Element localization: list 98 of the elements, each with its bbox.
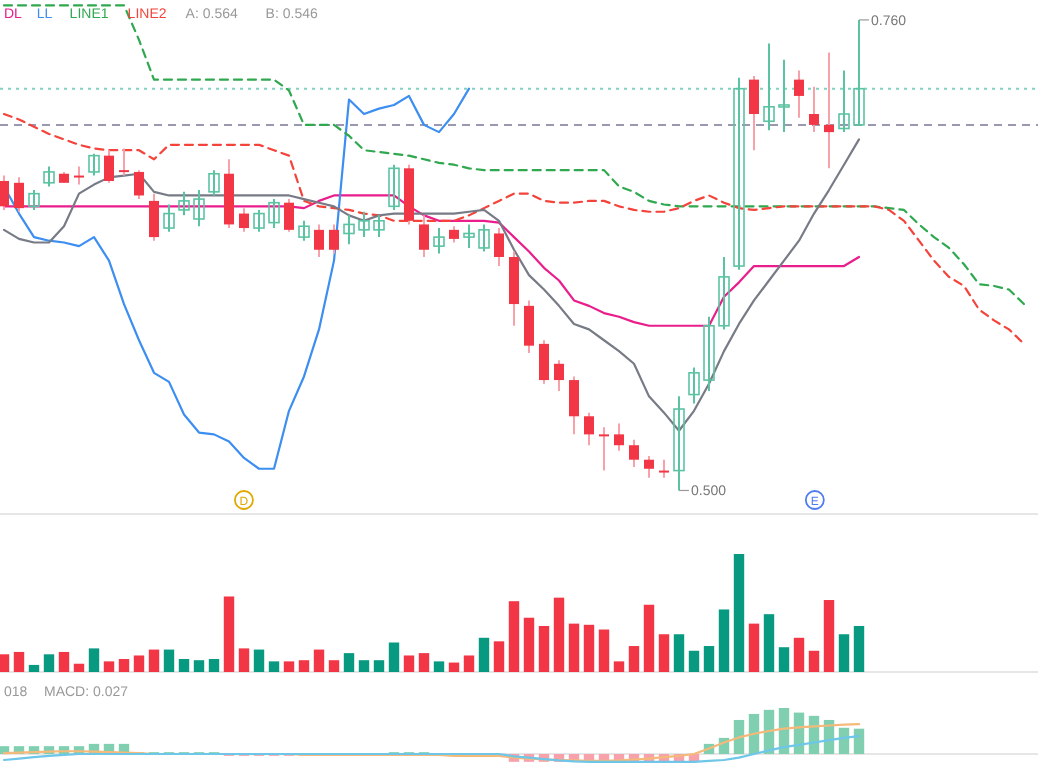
bar xyxy=(718,609,730,672)
bar xyxy=(643,604,655,672)
candlestick xyxy=(43,165,55,188)
bar xyxy=(358,660,370,672)
bar xyxy=(328,660,340,672)
candlestick xyxy=(163,203,175,233)
candlestick xyxy=(388,163,400,211)
bar xyxy=(493,641,505,672)
bar xyxy=(793,637,805,672)
bar xyxy=(298,660,310,672)
candlestick xyxy=(14,176,24,213)
bar xyxy=(58,651,70,672)
bar xyxy=(598,629,610,672)
candlestick xyxy=(569,375,579,436)
bar xyxy=(73,663,85,672)
bar xyxy=(133,655,145,672)
bar xyxy=(43,654,55,672)
bar xyxy=(778,647,790,672)
bar xyxy=(733,554,745,672)
bar xyxy=(748,623,760,672)
candlestick xyxy=(298,219,310,242)
candlestick xyxy=(28,189,40,211)
bar xyxy=(688,650,700,672)
bar xyxy=(523,617,535,672)
candlestick xyxy=(809,85,819,134)
candlestick xyxy=(134,169,144,201)
bar xyxy=(148,649,160,672)
bar xyxy=(733,719,745,754)
candlestick xyxy=(599,426,609,472)
candlestick xyxy=(614,422,624,452)
bar xyxy=(628,646,640,672)
bar xyxy=(163,649,175,672)
candlestick xyxy=(494,227,504,268)
candlestick xyxy=(539,339,549,385)
candlestick xyxy=(149,192,159,242)
bar xyxy=(13,651,25,672)
candlestick xyxy=(119,147,129,177)
bar xyxy=(0,654,10,672)
candlestick xyxy=(314,223,324,258)
candlestick xyxy=(419,214,429,258)
bar xyxy=(253,649,265,672)
bar xyxy=(268,661,280,672)
bar xyxy=(208,659,220,672)
bar xyxy=(673,634,685,672)
candlestick xyxy=(824,51,834,170)
candlestick xyxy=(0,174,9,211)
bar xyxy=(448,662,460,672)
bar xyxy=(538,625,550,672)
bar xyxy=(28,664,40,672)
bar xyxy=(478,637,490,672)
bar xyxy=(223,596,235,672)
candlestick xyxy=(644,455,654,479)
bar xyxy=(433,661,445,672)
candlestick xyxy=(74,165,84,186)
bar xyxy=(703,646,715,672)
candlestick xyxy=(794,69,804,119)
bar xyxy=(118,659,130,672)
bar xyxy=(763,614,775,672)
bar xyxy=(463,655,475,672)
bar xyxy=(583,624,595,672)
candlestick xyxy=(524,299,534,354)
bar xyxy=(418,653,430,672)
candlestick xyxy=(629,438,639,468)
bar xyxy=(403,655,415,672)
bar xyxy=(388,642,400,672)
candlestick xyxy=(749,75,759,152)
bar xyxy=(553,597,565,672)
bar xyxy=(838,634,850,672)
bar xyxy=(808,650,820,672)
bar xyxy=(508,601,520,672)
bar xyxy=(178,659,190,672)
bar xyxy=(658,634,670,672)
bar xyxy=(823,600,835,672)
bar xyxy=(853,728,865,754)
candlestick xyxy=(584,411,594,447)
candlestick xyxy=(284,198,294,233)
bar xyxy=(568,623,580,672)
bar xyxy=(193,660,205,672)
candlestick xyxy=(329,223,339,255)
bar xyxy=(373,660,385,672)
bar xyxy=(283,661,295,672)
bar xyxy=(88,648,100,672)
candlestick xyxy=(88,152,100,177)
bar xyxy=(313,649,325,672)
bar xyxy=(613,661,625,672)
candlestick xyxy=(509,250,519,327)
candlestick xyxy=(733,76,745,271)
bar xyxy=(238,648,250,672)
candlestick xyxy=(208,169,220,197)
candlestick xyxy=(104,149,114,184)
candlestick xyxy=(673,395,685,492)
bar xyxy=(343,653,355,672)
candlestick xyxy=(659,458,669,479)
bar xyxy=(853,625,865,672)
candlestick xyxy=(554,359,564,392)
bar xyxy=(103,661,115,672)
candlestick xyxy=(239,207,249,233)
candlestick xyxy=(433,227,445,255)
